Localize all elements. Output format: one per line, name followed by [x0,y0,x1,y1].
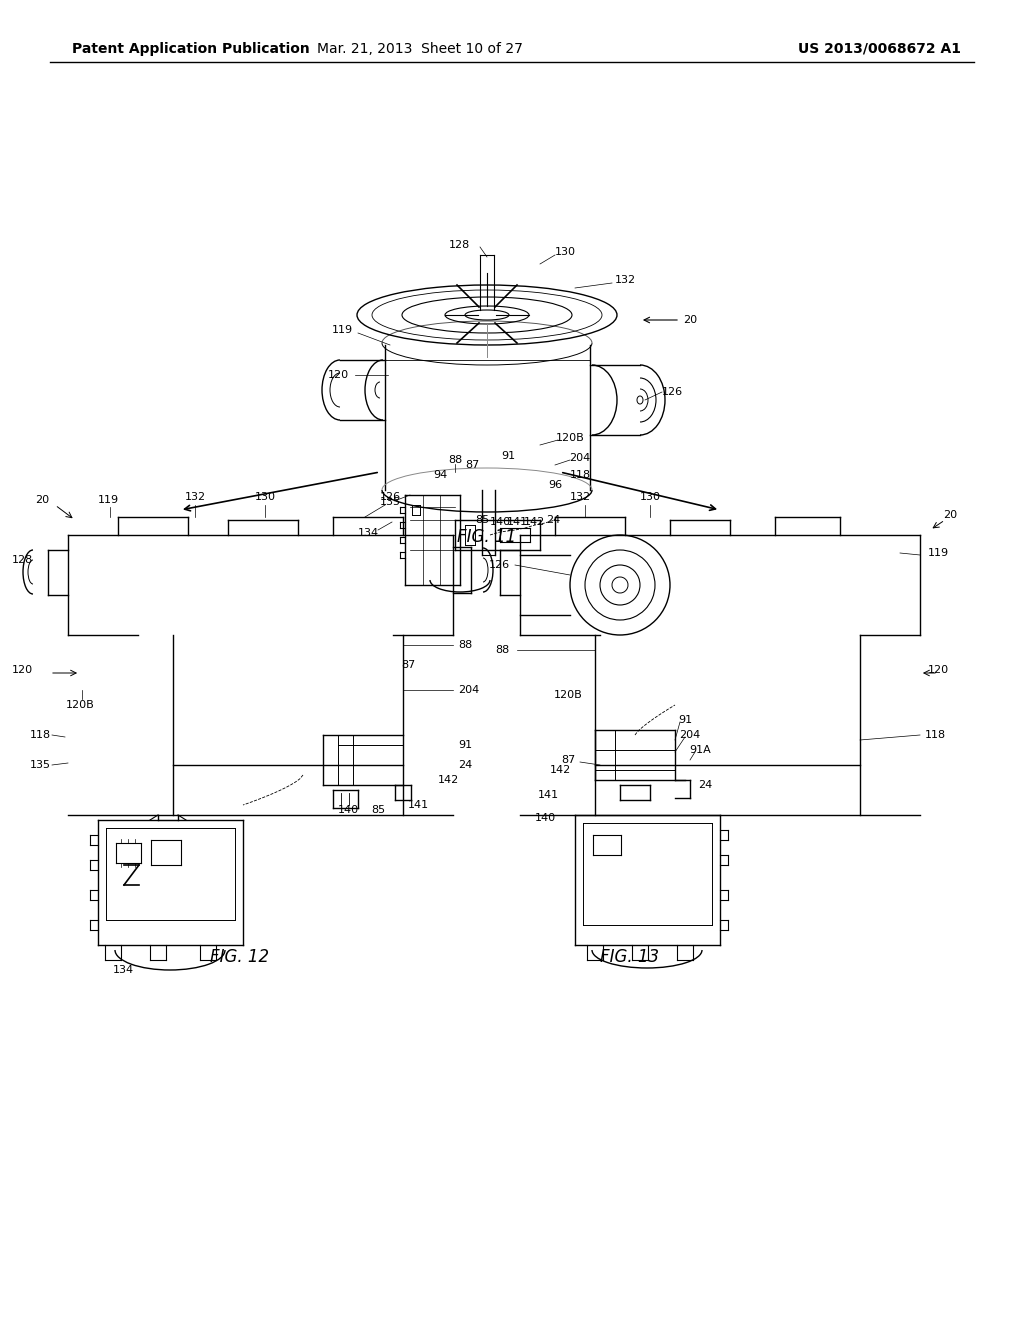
Text: 120: 120 [12,665,33,675]
Text: 130: 130 [640,492,660,502]
Text: 87: 87 [465,459,479,470]
Text: Patent Application Publication: Patent Application Publication [72,42,309,55]
Text: 132: 132 [569,492,591,502]
Text: US 2013/0068672 A1: US 2013/0068672 A1 [799,42,962,55]
Text: FIG. 13: FIG. 13 [600,948,659,966]
Text: 118: 118 [569,470,591,480]
Text: 142: 142 [437,775,459,785]
Text: 135: 135 [380,498,400,507]
Text: 140: 140 [535,813,556,822]
Text: 141: 141 [408,800,429,810]
Text: 120: 120 [928,665,949,675]
Text: 142: 142 [523,517,545,527]
Text: 132: 132 [184,492,206,502]
Text: 91: 91 [678,715,692,725]
Text: 85: 85 [475,515,489,525]
Text: 128: 128 [449,240,470,249]
Text: 24: 24 [458,760,472,770]
Text: 120B: 120B [554,690,583,700]
Text: 126: 126 [488,560,510,570]
Text: 130: 130 [555,247,575,257]
Text: 96: 96 [548,480,562,490]
Text: 87: 87 [561,755,575,766]
Text: 128: 128 [11,554,33,565]
Text: 94: 94 [433,470,447,480]
Text: 24: 24 [546,515,560,525]
Text: 141: 141 [538,789,558,800]
Text: 24: 24 [698,780,712,789]
Text: 119: 119 [928,548,949,558]
Text: 141: 141 [507,517,527,527]
Text: 20: 20 [683,315,697,325]
Text: 88: 88 [447,455,462,465]
Text: 87: 87 [400,660,415,671]
Text: 130: 130 [255,492,275,502]
Text: 20: 20 [35,495,49,506]
Text: 91: 91 [458,741,472,750]
Text: 126: 126 [662,387,683,397]
Text: 88: 88 [458,640,472,649]
Text: 132: 132 [614,275,636,285]
Text: 119: 119 [97,495,119,506]
Text: 142: 142 [549,766,570,775]
Text: 20: 20 [943,510,957,520]
Text: 118: 118 [30,730,50,741]
Text: 120: 120 [328,370,348,380]
Text: Mar. 21, 2013  Sheet 10 of 27: Mar. 21, 2013 Sheet 10 of 27 [317,42,523,55]
Text: 120B: 120B [66,700,94,710]
Text: 120B: 120B [556,433,585,444]
Text: 85: 85 [371,805,385,814]
Text: FIG. 11: FIG. 11 [458,528,516,546]
Text: 140: 140 [338,805,358,814]
Text: FIG. 12: FIG. 12 [211,948,269,966]
Text: 119: 119 [332,325,352,335]
Text: 204: 204 [458,685,479,696]
Text: 134: 134 [357,528,379,539]
Text: 140: 140 [489,517,511,527]
Text: 126: 126 [380,492,400,502]
Text: 118: 118 [925,730,946,741]
Text: 91: 91 [501,451,515,461]
Text: 134: 134 [113,965,133,975]
Text: 204: 204 [569,453,591,463]
Text: 204: 204 [679,730,700,741]
Text: 88: 88 [496,645,510,655]
Text: 135: 135 [30,760,50,770]
Text: 91A: 91A [689,744,711,755]
